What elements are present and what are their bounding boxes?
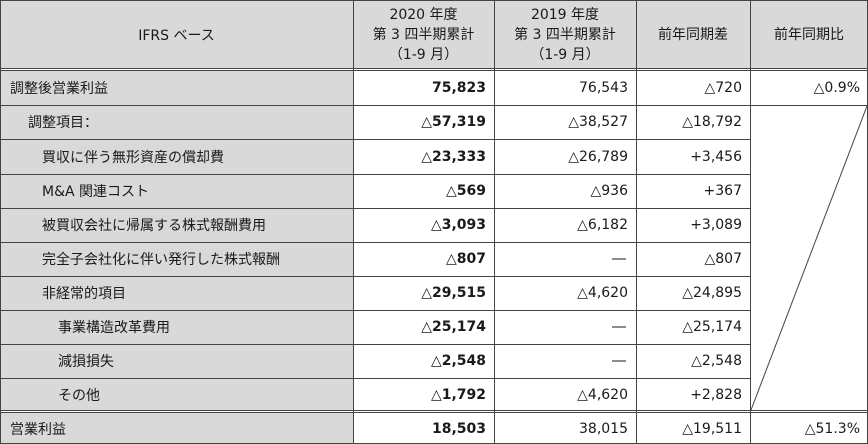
value-diff: △18,792 [636, 105, 750, 139]
value-2020: △3,093 [353, 208, 494, 242]
header-2019-year: 2019 年度 [530, 6, 600, 23]
value-diff: +367 [636, 174, 750, 208]
header-2019-months: （1-9 月） [530, 46, 600, 63]
row-label: 非経常的項目 [0, 276, 353, 310]
header-ratio-label: 前年同期比 [774, 26, 844, 43]
value-2020: △807 [353, 242, 494, 276]
row-label: 被買収会社に帰属する株式報酬費用 [0, 208, 353, 242]
header-2020: 2020 年度 第 3 四半期累計 （1-9 月） [353, 0, 494, 69]
header-label-cell: IFRS ベース [0, 0, 353, 69]
value-2019: △6,182 [494, 208, 636, 242]
row-label: その他 [0, 378, 353, 411]
value-diff: △807 [636, 242, 750, 276]
value-2019: 76,543 [494, 71, 636, 105]
row-label: 事業構造改革費用 [0, 310, 353, 344]
header-ratio: 前年同期比 [750, 0, 868, 69]
value-diff: △19,511 [636, 413, 750, 444]
value-diff: △720 [636, 71, 750, 105]
value-2019: ― [494, 310, 636, 344]
value-ratio: △51.3% [750, 413, 868, 444]
value-diff: +3,456 [636, 139, 750, 174]
value-diff: △2,548 [636, 344, 750, 378]
row-label: 完全子会社化に伴い発行した株式報酬 [0, 242, 353, 276]
header-2019-period: 第 3 四半期累計 [514, 26, 616, 43]
value-2019: ― [494, 242, 636, 276]
value-2020: 75,823 [353, 71, 494, 105]
row-label: 買収に伴う無形資産の償却費 [0, 139, 353, 174]
value-2019: △26,789 [494, 139, 636, 174]
row-label: 減損損失 [0, 344, 353, 378]
row-label: 調整後営業利益 [0, 71, 353, 105]
value-2019: ― [494, 344, 636, 378]
value-2020: △2,548 [353, 344, 494, 378]
value-2019: △38,527 [494, 105, 636, 139]
value-2019: △4,620 [494, 378, 636, 411]
header-diff: 前年同期差 [636, 0, 750, 69]
value-2020: △23,333 [353, 139, 494, 174]
value-ratio: △0.9% [750, 71, 868, 105]
value-diff: +3,089 [636, 208, 750, 242]
row-label: 調整項目： [0, 105, 353, 139]
value-diff: △24,895 [636, 276, 750, 310]
header-2020-period: 第 3 四半期累計 [372, 26, 475, 43]
header-2020-year: 2020 年度 [389, 6, 458, 23]
value-2019: △4,620 [494, 276, 636, 310]
value-2020: △57,319 [353, 105, 494, 139]
header-diff-label: 前年同期差 [658, 26, 728, 43]
value-2020: 18,503 [353, 413, 494, 444]
value-diff: +2,828 [636, 378, 750, 411]
header-2020-months: （1-9 月） [388, 46, 459, 63]
value-2020: △569 [353, 174, 494, 208]
value-2019: 38,015 [494, 413, 636, 444]
value-diff: △25,174 [636, 310, 750, 344]
row-label: M&A 関連コスト [0, 174, 353, 208]
value-2020: △29,515 [353, 276, 494, 310]
value-2020: △25,174 [353, 310, 494, 344]
row-label: 営業利益 [0, 413, 353, 444]
header-label: IFRS ベース [138, 27, 215, 44]
value-2019: △936 [494, 174, 636, 208]
header-2019: 2019 年度 第 3 四半期累計 （1-9 月） [494, 0, 636, 69]
value-2020: △1,792 [353, 378, 494, 411]
